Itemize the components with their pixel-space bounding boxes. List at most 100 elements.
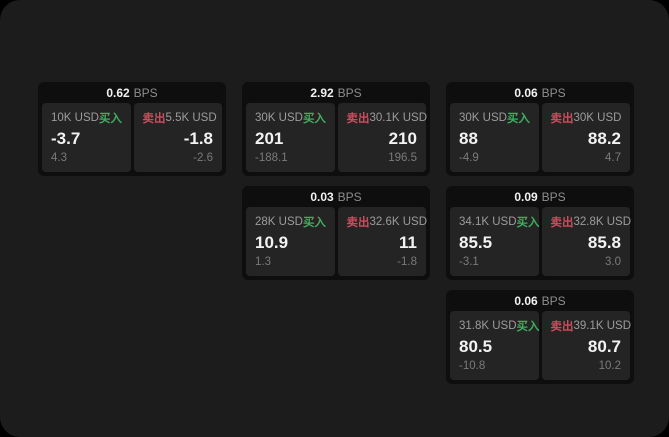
bps-value: 0.06 — [514, 293, 538, 308]
bps-value: 0.06 — [514, 85, 538, 100]
sell-side-label: 卖出 — [142, 113, 166, 125]
buy-panel-header: 30K USD 买入 — [255, 110, 326, 126]
sell-side-label: 卖出 — [550, 217, 574, 229]
buy-panel-header: 31.8K USD 买入 — [459, 318, 540, 334]
bps-unit-label: BPS — [133, 85, 158, 100]
buy-panel[interactable]: 10K USD 买入 -3.7 4.3 — [42, 103, 131, 172]
sell-side-label: 卖出 — [346, 113, 370, 125]
quote-card: 2.92 BPS 30K USD 买入 201 -188.1 卖出 30.1K … — [242, 82, 430, 176]
bps-unit-label: BPS — [541, 293, 566, 308]
buy-delta: -10.8 — [459, 360, 486, 372]
bps-unit-label: BPS — [541, 85, 566, 100]
sell-panel[interactable]: 卖出 32.6K USD 11 -1.8 — [337, 207, 428, 276]
buy-delta: -3.1 — [459, 256, 479, 268]
sell-delta: 10.2 — [598, 360, 621, 372]
sell-panel-header: 卖出 30K USD — [551, 110, 622, 126]
sell-delta: 196.5 — [388, 152, 417, 164]
buy-price: 80.5 — [459, 336, 493, 356]
sell-panel[interactable]: 卖出 32.8K USD 85.8 3.0 — [541, 207, 632, 276]
sell-price: 210 — [388, 128, 417, 148]
bps-unit-label: BPS — [541, 189, 566, 204]
buy-amount: 28K USD — [255, 216, 303, 228]
buy-amount: 31.8K USD — [459, 320, 517, 332]
buy-side-label: 买入 — [302, 217, 326, 229]
quote-card: 0.03 BPS 28K USD 买入 10.9 1.3 卖出 32.6K US… — [242, 186, 430, 280]
sell-side-label: 卖出 — [550, 113, 574, 125]
sell-side-label: 卖出 — [550, 321, 574, 333]
bps-header: 0.62 BPS — [38, 82, 226, 103]
sell-price: 80.7 — [587, 336, 621, 356]
sell-panel[interactable]: 卖出 5.5K USD -1.8 -2.6 — [133, 103, 222, 172]
bps-header: 2.92 BPS — [242, 82, 430, 103]
buy-price: 201 — [255, 128, 284, 148]
buy-side-label: 买入 — [98, 113, 122, 125]
buy-panel-header: 30K USD 买入 — [459, 110, 530, 126]
sell-panel-header: 卖出 32.8K USD — [550, 214, 632, 230]
buy-side-label: 买入 — [302, 113, 326, 125]
sell-amount: 32.6K USD — [369, 216, 428, 228]
sell-amount: 5.5K USD — [165, 112, 217, 124]
bps-unit-label: BPS — [337, 189, 362, 204]
bps-header: 0.06 BPS — [446, 82, 634, 103]
quote-card: 0.06 BPS 31.8K USD 买入 80.5 -10.8 卖出 39.1… — [446, 290, 634, 384]
sell-panel-header: 卖出 39.1K USD — [550, 318, 632, 334]
buy-delta: 4.3 — [51, 152, 67, 164]
buy-delta: -4.9 — [459, 152, 479, 164]
sell-price: 11 — [399, 232, 417, 252]
buy-amount: 30K USD — [459, 112, 507, 124]
buy-amount: 30K USD — [255, 112, 303, 124]
quote-card: 0.06 BPS 30K USD 买入 88 -4.9 卖出 30K USD 8… — [446, 82, 634, 176]
sell-amount: 30K USD — [573, 112, 622, 124]
sell-delta: 4.7 — [605, 152, 621, 164]
bps-value: 0.03 — [310, 189, 334, 204]
sell-panel[interactable]: 卖出 30K USD 88.2 4.7 — [541, 103, 630, 172]
quote-card-body: 28K USD 买入 10.9 1.3 卖出 32.6K USD 11 -1.8 — [242, 207, 430, 280]
buy-panel[interactable]: 31.8K USD 买入 80.5 -10.8 — [450, 311, 540, 380]
bps-value: 0.62 — [106, 85, 130, 100]
sell-price: 85.8 — [587, 232, 621, 252]
quote-card-body: 30K USD 买入 88 -4.9 卖出 30K USD 88.2 4.7 — [446, 103, 634, 176]
quote-cards-grid: 0.62 BPS 10K USD 买入 -3.7 4.3 卖出 5.5K USD… — [38, 82, 634, 384]
quote-card-body: 31.8K USD 买入 80.5 -10.8 卖出 39.1K USD 80.… — [446, 311, 634, 384]
buy-panel[interactable]: 30K USD 买入 88 -4.9 — [450, 103, 539, 172]
sell-panel[interactable]: 卖出 30.1K USD 210 196.5 — [337, 103, 428, 172]
sell-amount: 32.8K USD — [573, 216, 632, 228]
bps-header: 0.03 BPS — [242, 186, 430, 207]
buy-price: -3.7 — [51, 128, 81, 148]
sell-delta: 3.0 — [605, 256, 621, 268]
bps-header: 0.06 BPS — [446, 290, 634, 311]
quote-card-body: 30K USD 买入 201 -188.1 卖出 30.1K USD 210 1… — [242, 103, 430, 176]
quote-card-body: 10K USD 买入 -3.7 4.3 卖出 5.5K USD -1.8 -2.… — [38, 103, 226, 176]
buy-delta: -188.1 — [255, 152, 288, 164]
bps-unit-label: BPS — [337, 85, 362, 100]
buy-panel-header: 28K USD 买入 — [255, 214, 326, 230]
quote-card: 0.09 BPS 34.1K USD 买入 85.5 -3.1 卖出 32.8K… — [446, 186, 634, 280]
buy-delta: 1.3 — [255, 256, 271, 268]
sell-panel[interactable]: 卖出 39.1K USD 80.7 10.2 — [541, 311, 632, 380]
buy-side-label: 买入 — [506, 113, 530, 125]
bps-value: 2.92 — [310, 85, 334, 100]
buy-price: 88 — [459, 128, 478, 148]
sell-delta: -2.6 — [193, 152, 213, 164]
buy-amount: 34.1K USD — [459, 216, 517, 228]
bps-header: 0.09 BPS — [446, 186, 634, 207]
quote-card-body: 34.1K USD 买入 85.5 -3.1 卖出 32.8K USD 85.8… — [446, 207, 634, 280]
buy-price: 85.5 — [459, 232, 493, 252]
sell-panel-header: 卖出 32.6K USD — [346, 214, 428, 230]
buy-panel[interactable]: 30K USD 买入 201 -188.1 — [246, 103, 335, 172]
bps-value: 0.09 — [514, 189, 538, 204]
quote-card: 0.62 BPS 10K USD 买入 -3.7 4.3 卖出 5.5K USD… — [38, 82, 226, 176]
buy-side-label: 买入 — [516, 217, 540, 229]
sell-side-label: 卖出 — [346, 217, 370, 229]
buy-amount: 10K USD — [51, 112, 99, 124]
buy-side-label: 买入 — [516, 321, 540, 333]
sell-amount: 30.1K USD — [369, 112, 428, 124]
buy-panel[interactable]: 28K USD 买入 10.9 1.3 — [246, 207, 335, 276]
buy-panel-header: 34.1K USD 买入 — [459, 214, 540, 230]
buy-panel-header: 10K USD 买入 — [51, 110, 122, 126]
sell-panel-header: 卖出 5.5K USD — [142, 110, 217, 126]
sell-panel-header: 卖出 30.1K USD — [346, 110, 428, 126]
sell-delta: -1.8 — [397, 256, 417, 268]
buy-panel[interactable]: 34.1K USD 买入 85.5 -3.1 — [450, 207, 540, 276]
sell-price: -1.8 — [183, 128, 213, 148]
